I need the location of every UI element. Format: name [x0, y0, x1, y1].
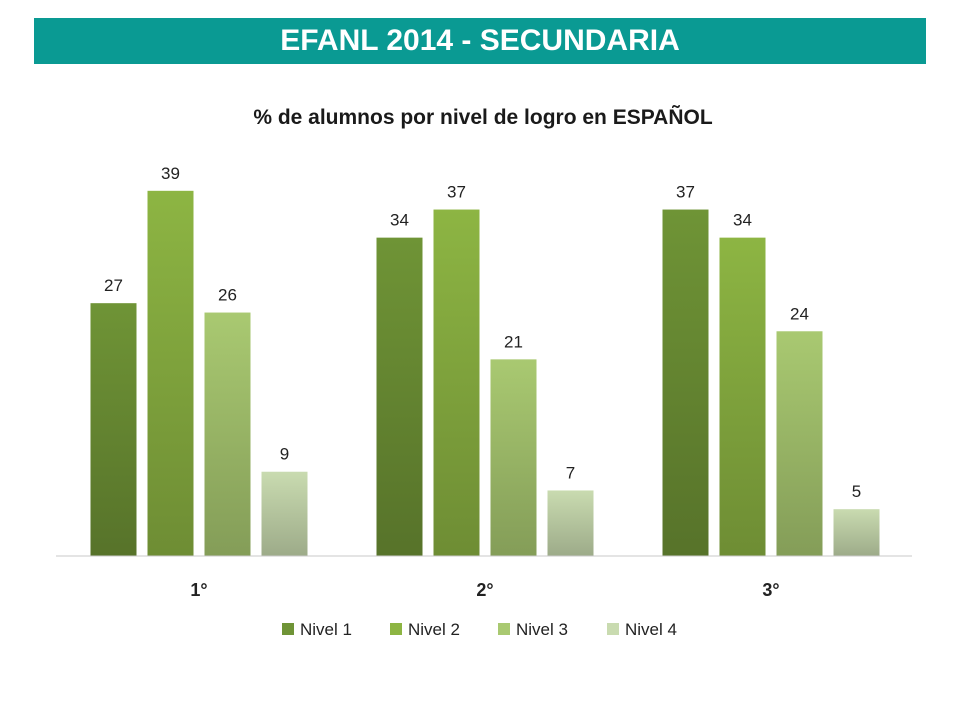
category-label: 3°	[762, 580, 779, 600]
bar-value-label: 34	[733, 211, 752, 230]
bar-3-4	[833, 509, 880, 556]
bar-value-label: 21	[504, 332, 523, 351]
category-label: 1°	[190, 580, 207, 600]
bar-1-4	[261, 471, 308, 556]
legend-label: Nivel 4	[625, 620, 677, 639]
bar-value-label: 27	[104, 276, 123, 295]
bar-2-3	[490, 359, 537, 556]
bar-2-1	[376, 237, 423, 557]
bar-value-label: 34	[390, 211, 409, 230]
bar-3-3	[776, 331, 823, 556]
legend-label: Nivel 1	[300, 620, 352, 639]
bar-value-label: 24	[790, 304, 809, 323]
legend-label: Nivel 3	[516, 620, 568, 639]
bar-2-2	[433, 209, 480, 556]
chart-title: % de alumnos por nivel de logro en ESPAÑ…	[253, 106, 713, 129]
bar-1-3	[204, 312, 251, 556]
bar-value-label: 37	[447, 183, 466, 202]
bar-1-1	[90, 303, 137, 556]
bar-1-2	[147, 190, 194, 556]
category-label: 2°	[476, 580, 493, 600]
bar-3-2	[719, 237, 766, 557]
bars-group: 27 39 26 9 34 37 21 7 37 34 24 5	[90, 164, 880, 557]
legend-swatch	[282, 623, 294, 635]
title-banner: EFANL 2014 - SECUNDARIA	[34, 18, 926, 64]
bar-value-label: 39	[161, 164, 180, 183]
bar-value-label: 5	[852, 482, 861, 501]
legend-swatch	[498, 623, 510, 635]
bar-value-label: 7	[566, 463, 575, 482]
legend-swatch	[390, 623, 402, 635]
bar-value-label: 26	[218, 286, 237, 305]
legend: Nivel 1 Nivel 2 Nivel 3 Nivel 4	[282, 620, 677, 639]
bar-value-label: 9	[280, 445, 289, 464]
bar-value-label: 37	[676, 183, 695, 202]
legend-label: Nivel 2	[408, 620, 460, 639]
legend-swatch	[607, 623, 619, 635]
category-labels: 1° 2° 3°	[190, 580, 779, 600]
bar-3-1	[662, 209, 709, 556]
banner-title: EFANL 2014 - SECUNDARIA	[280, 24, 680, 57]
bar-2-4	[547, 490, 594, 556]
